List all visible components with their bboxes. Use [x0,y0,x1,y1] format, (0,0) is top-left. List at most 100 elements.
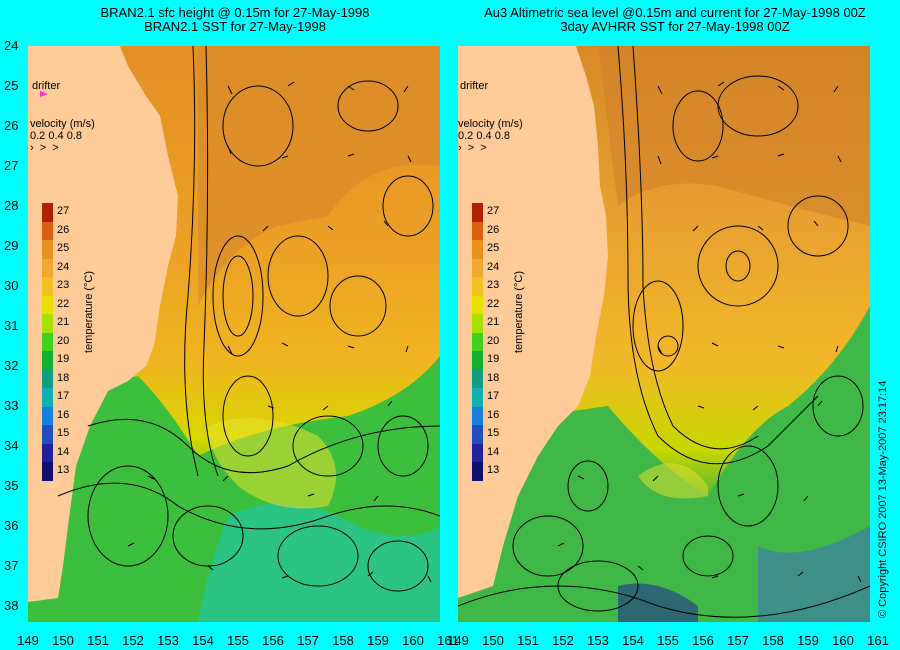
legend-swatch [472,351,483,370]
legend-entry: 18 [472,369,512,388]
legend-swatch [472,443,483,462]
legend-entry: 21 [472,314,512,333]
right-land-australia [458,46,608,598]
legend-value: 16 [487,408,500,421]
left-velocity-arrows: › > > [30,142,59,154]
left-velocity-label: velocity (m/s) [30,118,95,130]
legend-swatch [472,295,483,314]
legend-value: 19 [487,353,500,365]
x-tick-label-left: 158 [332,633,354,648]
x-tick-label-right: 159 [797,633,819,648]
y-tick-label: 33 [4,398,19,413]
legend-entry: 27 [472,203,512,222]
legend-entry: 15 [472,425,512,444]
left-current-vectors [127,81,432,583]
copyright-text: © Copyright CSIRO 2007 13-May-2007 23:17… [877,380,889,618]
right-sea-level-contours [458,46,870,618]
legend-value: 21 [57,316,70,328]
left-velocity-values: 0.2 0.4 0.8 [30,130,82,142]
x-tick-label-right: 149 [447,633,469,648]
right-map-svg [458,46,870,622]
left-yellow-eddy [208,418,336,509]
right-legend-title: temperature (°C) [513,270,525,353]
x-tick-label-left: 149 [17,633,39,648]
left-drifter-marker [40,91,48,97]
y-tick-label: 24 [4,38,19,53]
legend-value: 16 [57,408,70,421]
x-tick-label-left: 157 [297,633,319,648]
legend-entry: 26 [42,221,82,240]
legend-swatch [472,240,483,259]
legend-value: 18 [57,371,70,384]
x-tick-label-left: 156 [262,633,284,648]
right-title-line1: Au3 Altimetric sea level @0.15m and curr… [484,5,866,20]
right-cold-patch-south [618,583,698,622]
x-tick-label-left: 151 [87,633,109,648]
legend-value: 24 [57,260,70,273]
legend-swatch [472,221,483,240]
legend-swatch [42,462,53,481]
legend-value: 24 [487,260,500,273]
right-velocity-label: velocity (m/s) [458,118,523,130]
right-cold-patches [758,526,870,622]
x-tick-label-right: 150 [482,633,504,648]
legend-swatch [42,240,53,259]
legend-value: 18 [487,371,500,384]
y-tick-label: 36 [4,518,19,533]
legend-value: 25 [487,242,500,254]
legend-value: 15 [487,427,500,439]
legend-value: 17 [487,390,500,402]
legend-value: 14 [57,445,70,458]
legend-swatch [42,332,53,351]
left-land-australia [28,46,178,602]
legend-entry: 24 [472,258,512,277]
right-current-vectors [557,81,862,583]
x-tick-label-left: 160 [402,633,424,648]
legend-swatch [42,314,53,333]
legend-value: 19 [57,353,70,365]
legend-swatch [42,369,53,388]
legend-entry: 14 [42,443,82,462]
legend-entry: 16 [472,406,512,425]
legend-entry: 20 [472,332,512,351]
legend-swatch [42,425,53,444]
legend-value: 22 [487,297,500,310]
legend-swatch [472,314,483,333]
legend-value: 17 [57,390,70,402]
legend-entry: 26 [472,221,512,240]
legend-value: 27 [57,205,70,217]
legend-value: 23 [57,279,70,291]
x-tick-label-right: 160 [832,633,854,648]
legend-swatch [42,258,53,277]
legend-swatch [42,221,53,240]
legend-entry: 13 [42,462,82,481]
legend-swatch [42,351,53,370]
left-teal-water [198,503,440,622]
y-tick-label: 37 [4,558,19,573]
legend-value: 13 [57,464,70,476]
left-drifter-label: drifter [32,80,61,92]
legend-swatch [42,406,53,425]
legend-swatch [472,332,483,351]
legend-value: 26 [487,223,500,236]
right-yellow-front [638,463,708,499]
y-tick-label: 32 [4,358,19,373]
y-tick-label: 34 [4,438,19,453]
y-tick-label: 27 [4,158,19,173]
x-tick-label-right: 153 [587,633,609,648]
legend-swatch [472,388,483,407]
legend-entry: 23 [42,277,82,296]
x-tick-label-left: 153 [157,633,179,648]
left-warm-core [198,46,440,306]
y-tick-label: 29 [4,238,19,253]
left-sea-level-contours [57,46,440,592]
legend-value: 13 [487,464,500,476]
legend-swatch [42,203,53,222]
x-tick-label-left: 161 [437,633,459,648]
legend-value: 15 [57,427,70,439]
x-tick-label-right: 151 [517,633,539,648]
x-tick-label-right: 157 [727,633,749,648]
left-title-line1: BRAN2.1 sfc height @ 0.15m for 27-May-19… [100,5,370,20]
x-tick-label-right: 156 [692,633,714,648]
legend-entry: 21 [42,314,82,333]
